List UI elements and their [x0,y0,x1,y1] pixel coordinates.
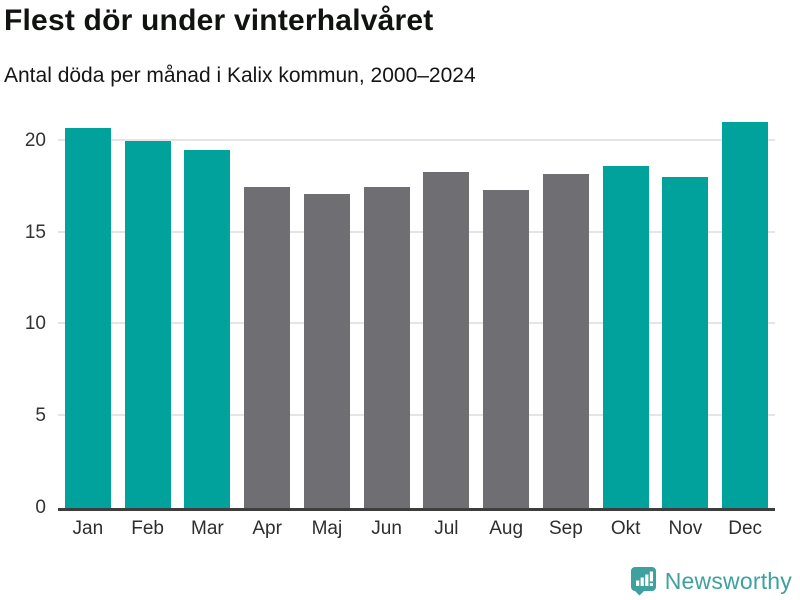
gridline [58,322,775,325]
bar-column [536,115,596,508]
gridline [58,414,775,417]
bar-nov [662,177,709,508]
brand-footer: Newsworthy [630,566,792,596]
bar-column [297,115,357,508]
x-axis-line [58,508,775,511]
bar-apr [244,186,291,508]
bars-row [58,115,775,508]
gridline [58,138,775,141]
bar-column [596,115,656,508]
y-tick-label: 10 [24,313,46,335]
y-tick-label: 15 [24,221,46,243]
x-tick-label: Nov [668,518,703,539]
y-tick-label: 0 [35,497,46,518]
bar-jan [64,127,111,508]
y-tick-label: 5 [35,405,46,427]
bar-aug [483,190,530,508]
bar-chart: 0 5 10 15 20 Jan Feb Mar Apr Maj Jun Jul Aug Sep Okt N… [0,115,775,539]
newsworthy-bar-chart-badge-icon [630,566,657,596]
bar-maj [303,193,350,508]
chart-subtitle: Antal döda per månad i Kalix kommun, 200… [4,64,476,87]
bar-column [417,115,477,508]
bar-column [357,115,417,508]
chart-title: Flest dör under vinterhalvåret [4,4,434,37]
bar-jul [423,171,470,508]
bar-okt [602,166,649,508]
x-tick-label: Feb [131,518,164,539]
bar-column [715,115,775,508]
plot-area [58,115,775,511]
bar-column [656,115,716,508]
bar-column [58,115,118,508]
y-axis: 0 5 10 15 20 [0,115,46,518]
gridline [58,230,775,233]
bar-dec [722,122,769,508]
y-tick-label: 20 [24,129,46,151]
x-tick-label: Sep [548,518,583,539]
x-tick-label: Mar [191,518,224,539]
x-tick-label: Okt [610,518,641,539]
bar-feb [124,140,171,508]
bar-column [237,115,297,508]
bar-column [178,115,238,508]
x-tick-label: Dec [728,518,763,539]
bar-sep [542,173,589,508]
x-tick-label: Maj [311,518,343,539]
bar-mar [184,149,231,508]
x-tick-label: Jul [434,518,459,539]
bar-jun [363,186,410,508]
brand-name: Newsworthy [664,567,792,594]
x-tick-label: Apr [252,518,282,539]
bar-column [118,115,178,508]
x-tick-label: Jan [72,518,104,539]
x-tick-label: Aug [489,518,524,539]
bar-column [476,115,536,508]
x-tick-label: Jun [371,518,402,539]
x-labels-row: Jan Feb Mar Apr Maj Jun Jul Aug Sep Okt Nov Dec [58,518,775,540]
